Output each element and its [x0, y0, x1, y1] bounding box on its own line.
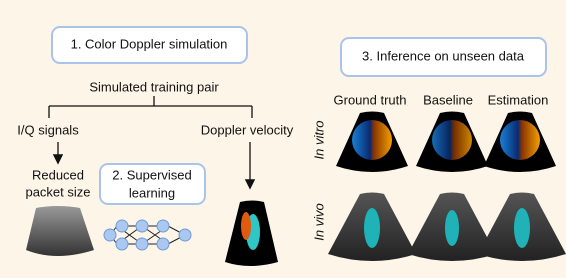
step1-title: 1. Color Doppler simulation: [71, 36, 228, 51]
row-label: In vitro: [311, 120, 326, 159]
reduced-line: packet size: [25, 184, 90, 199]
column-header: Ground truth: [334, 92, 407, 107]
vivo-images: [328, 193, 566, 262]
step2-title: 2. Supervised: [112, 167, 192, 182]
vitro-images: [336, 112, 556, 173]
column-header: Estimation: [488, 92, 549, 107]
step3-title: 3. Inference on unseen data: [362, 48, 525, 63]
row-label: In vivo: [311, 203, 326, 241]
column-header: Baseline: [423, 92, 473, 107]
reduced-line: Reduced: [32, 167, 84, 182]
branch-doppler: Doppler velocity: [201, 122, 294, 137]
figure: 1. Color Doppler simulation Simulated tr…: [0, 0, 566, 278]
training-pair: Simulated training pair: [89, 79, 219, 94]
step2-title: learning: [129, 185, 175, 200]
doppler-flow: [241, 212, 251, 240]
branch-iq: I/Q signals: [17, 122, 79, 137]
